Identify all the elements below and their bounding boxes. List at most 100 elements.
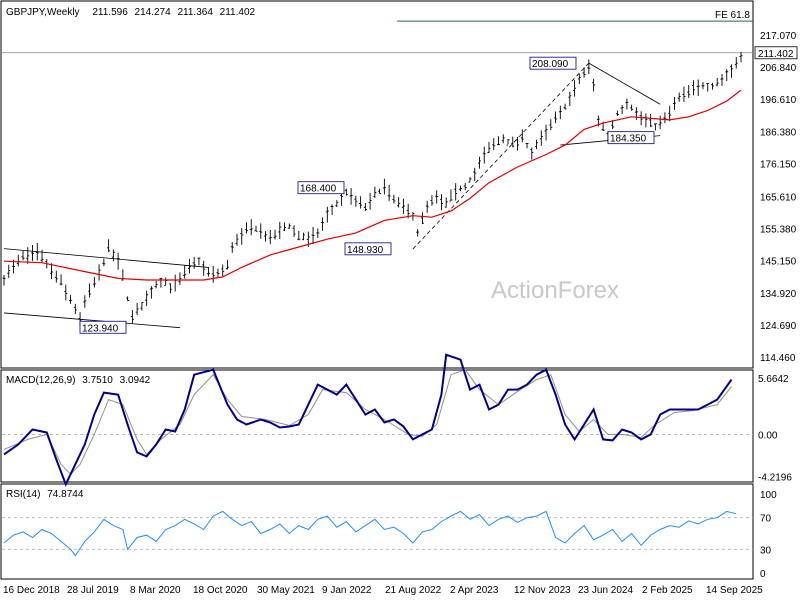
- price-tick-label: 165.610: [760, 192, 797, 203]
- rsi-value: 74.8744: [47, 489, 84, 500]
- price-bar: [420, 212, 424, 225]
- date-tick-label: 28 Jul 2019: [67, 585, 119, 596]
- price-bar: [59, 274, 63, 286]
- price-bar: [715, 78, 719, 87]
- macd-signal-value: 3.0942: [120, 375, 151, 386]
- price-bar: [168, 283, 172, 294]
- date-tick-label: 8 Mar 2020: [130, 585, 181, 596]
- price-bar: [69, 294, 73, 304]
- annotation-label: 123.940: [82, 323, 119, 334]
- price-bar: [729, 64, 733, 78]
- rsi-tick-label: 70: [760, 514, 772, 525]
- price-bar: [283, 222, 287, 232]
- price-bar: [268, 229, 272, 245]
- price-bar: [278, 221, 282, 240]
- price-bar: [725, 69, 729, 82]
- price-bar: [107, 239, 111, 253]
- price-bar: [615, 110, 619, 116]
- trendline: [588, 62, 661, 105]
- price-bar: [64, 284, 68, 301]
- annotation-label: 184.350: [610, 134, 647, 145]
- date-axis: 16 Dec 2018 28 Jul 2019 8 Mar 2020 18 Oc…: [3, 585, 763, 596]
- price-bar: [677, 92, 681, 102]
- price-bar: [520, 129, 524, 143]
- price-bar: [516, 137, 520, 151]
- price-bar: [292, 225, 296, 237]
- price-bar: [363, 202, 367, 212]
- price-tick-label: 114.460: [760, 353, 796, 364]
- price-bar: [178, 272, 182, 286]
- price-tick-label: 176.150: [760, 159, 797, 170]
- price-bar: [26, 247, 30, 264]
- price-bar: [630, 104, 634, 111]
- price-bar: [92, 276, 96, 288]
- trendline: [412, 62, 590, 250]
- macd-line: [3, 353, 733, 487]
- trendline: [3, 312, 180, 329]
- price-bar: [577, 73, 581, 84]
- price-bar: [672, 96, 676, 111]
- annotation-box: [79, 320, 127, 334]
- price-bar: [321, 217, 325, 231]
- watermark: ActionForex: [491, 277, 619, 304]
- price-bar: [244, 222, 248, 234]
- price-bar: [145, 290, 149, 307]
- price-tick-label: 145.150: [760, 257, 797, 268]
- price-bar: [88, 283, 92, 298]
- price-bar: [344, 188, 348, 196]
- price-bar: [206, 266, 210, 277]
- price-bar: [102, 258, 106, 267]
- price-bar: [477, 156, 481, 169]
- date-tick-label: 18 Oct 2020: [193, 585, 248, 596]
- price-bar: [254, 225, 258, 232]
- price-bar: [7, 264, 11, 279]
- price-bar: [639, 111, 643, 126]
- price-bar: [235, 233, 239, 246]
- price-tick-label: 134.920: [760, 289, 797, 300]
- trendlines: [3, 62, 661, 329]
- price-bar: [259, 223, 263, 239]
- trendline: [3, 248, 209, 268]
- annotation-label: 208.090: [532, 59, 569, 70]
- price-bar: [535, 139, 539, 150]
- date-tick-label: 21 Aug 2022: [385, 585, 442, 596]
- price-bar: [140, 302, 144, 311]
- price-bar: [573, 80, 577, 97]
- macd-panel-frame: [0, 369, 754, 483]
- price-bar: [739, 51, 743, 63]
- price-bar: [530, 147, 534, 160]
- close-value: 211.402: [220, 7, 256, 18]
- macd-tick-label: -4.2196: [758, 473, 792, 484]
- annotation-label: 148.930: [347, 245, 384, 256]
- price-bar: [211, 266, 215, 283]
- price-bar: [130, 310, 134, 324]
- date-tick-label: 9 Jan 2022: [322, 585, 372, 596]
- price-bar: [668, 105, 672, 122]
- price-bar: [497, 136, 501, 146]
- price-bar: [587, 59, 591, 75]
- price-bar: [373, 186, 377, 199]
- price-bar: [710, 82, 714, 90]
- price-bar: [525, 142, 529, 149]
- price-bar: [240, 227, 244, 245]
- price-bar: [387, 184, 391, 201]
- price-bar: [425, 200, 429, 213]
- price-bar: [335, 200, 339, 208]
- price-bar: [696, 79, 700, 96]
- price-tick-label: 206.840: [760, 63, 797, 74]
- price-bar: [544, 124, 548, 141]
- last-price-label: 211.402: [758, 49, 794, 60]
- price-bar: [221, 264, 225, 277]
- price-bar: [511, 136, 515, 148]
- price-bar: [620, 104, 624, 115]
- price-bar: [658, 115, 662, 130]
- price-bar: [563, 103, 567, 110]
- price-bar: [720, 74, 724, 86]
- macd-title: MACD(12,26,9): [6, 375, 75, 386]
- price-tick-label: 124.690: [760, 321, 797, 332]
- date-tick-label: 30 May 2021: [257, 585, 315, 596]
- date-tick-label: 14 Sep 2025: [706, 585, 763, 596]
- price-bar: [21, 250, 25, 261]
